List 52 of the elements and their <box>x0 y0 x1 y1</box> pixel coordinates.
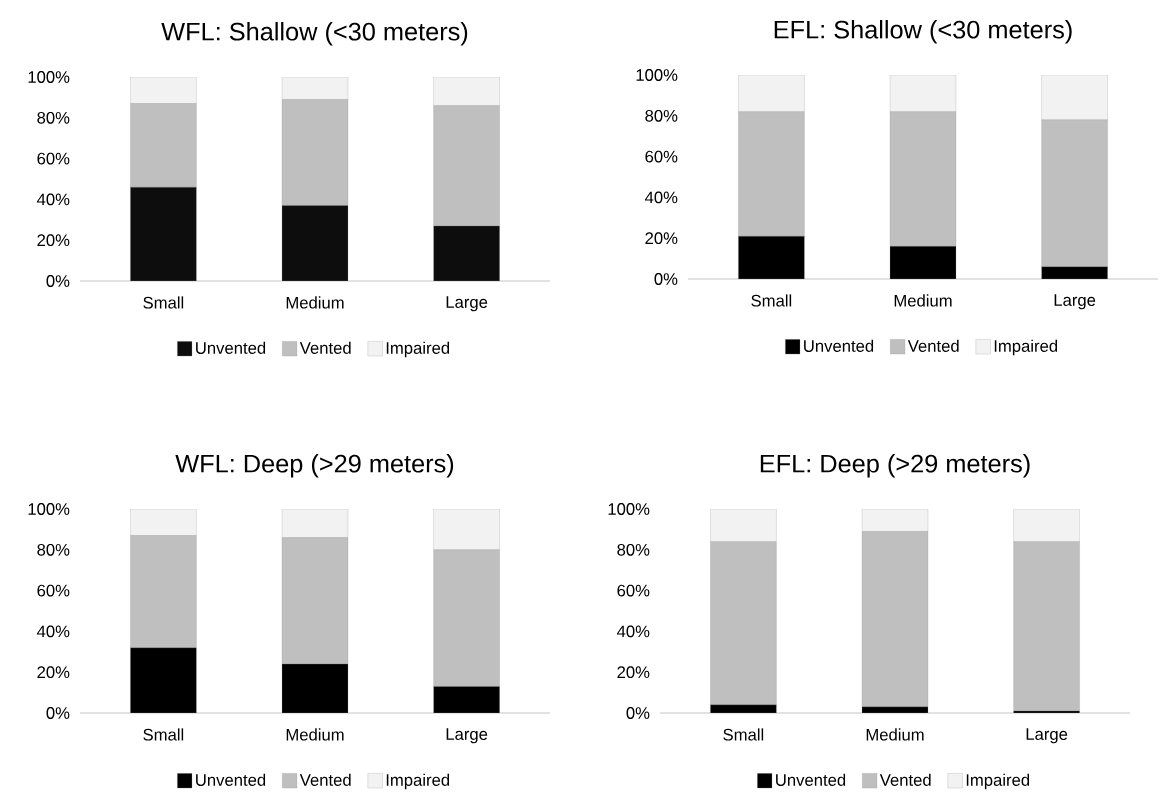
y-tick-label: 0% <box>46 707 70 719</box>
y-tick-label: 40% <box>36 625 70 638</box>
legend-label: Unvented <box>804 339 874 352</box>
y-tick-label: 20% <box>37 234 70 247</box>
chart-title: EFL: Deep (>29 meters) <box>760 453 1030 478</box>
x-tick-label: Medium <box>866 728 924 741</box>
y-tick-label: 60% <box>645 150 678 163</box>
y-tick-label: 80% <box>617 543 650 556</box>
x-tick-label: Small <box>143 728 184 741</box>
x-tick-label: Medium <box>286 728 344 741</box>
y-tick-label: 0% <box>654 273 678 285</box>
y-tick-label: 20% <box>617 666 650 679</box>
y-tick-label: 0% <box>46 275 70 287</box>
legend-label: Impaired <box>966 773 1030 790</box>
y-tick-label: 60% <box>617 584 650 597</box>
y-tick-label: 100% <box>636 69 678 81</box>
y-tick-label: 60% <box>37 152 70 165</box>
y-tick-label: 80% <box>645 109 678 122</box>
y-tick-label: 100% <box>28 503 70 515</box>
x-tick-label: Medium <box>286 296 344 309</box>
legend-label: Unvented <box>196 773 266 786</box>
y-tick-label: 20% <box>645 232 678 245</box>
x-tick-label: Small <box>723 728 764 741</box>
chart-title: WFL: Deep (>29 meters) <box>175 453 454 478</box>
x-tick-label: Large <box>446 728 488 744</box>
x-tick-label: Small <box>143 296 184 309</box>
y-tick-label: 100% <box>608 503 650 515</box>
y-tick-label: 60% <box>37 584 70 597</box>
y-tick-label: 0% <box>626 707 650 719</box>
x-tick-label: Small <box>751 294 792 307</box>
y-tick-label: 40% <box>36 193 70 206</box>
legend-label: Unvented <box>196 341 266 354</box>
x-tick-label: Large <box>1026 728 1068 744</box>
legend-label: Vented <box>299 773 351 786</box>
y-tick-label: 20% <box>37 666 70 679</box>
legend-label: Vented <box>907 339 959 352</box>
y-tick-label: 100% <box>28 71 70 83</box>
legend-label: Vented <box>299 341 351 354</box>
legend-label: Impaired <box>386 341 450 358</box>
chart-title: EFL: Shallow (<30 meters) <box>774 20 1072 44</box>
chart-title: WFL: Shallow (<30 meters) <box>161 22 468 46</box>
x-tick-label: Large <box>446 296 488 312</box>
y-tick-label: 40% <box>644 191 678 204</box>
legend-label: Impaired <box>386 773 450 790</box>
legend-label: Vented <box>879 773 931 786</box>
legend-label: Impaired <box>994 339 1058 356</box>
y-tick-label: 80% <box>37 111 70 124</box>
legend-label: Unvented <box>776 773 846 786</box>
y-tick-label: 80% <box>37 543 70 556</box>
x-tick-label: Large <box>1054 294 1096 310</box>
x-tick-label: Medium <box>894 294 952 307</box>
y-tick-label: 40% <box>616 625 650 638</box>
